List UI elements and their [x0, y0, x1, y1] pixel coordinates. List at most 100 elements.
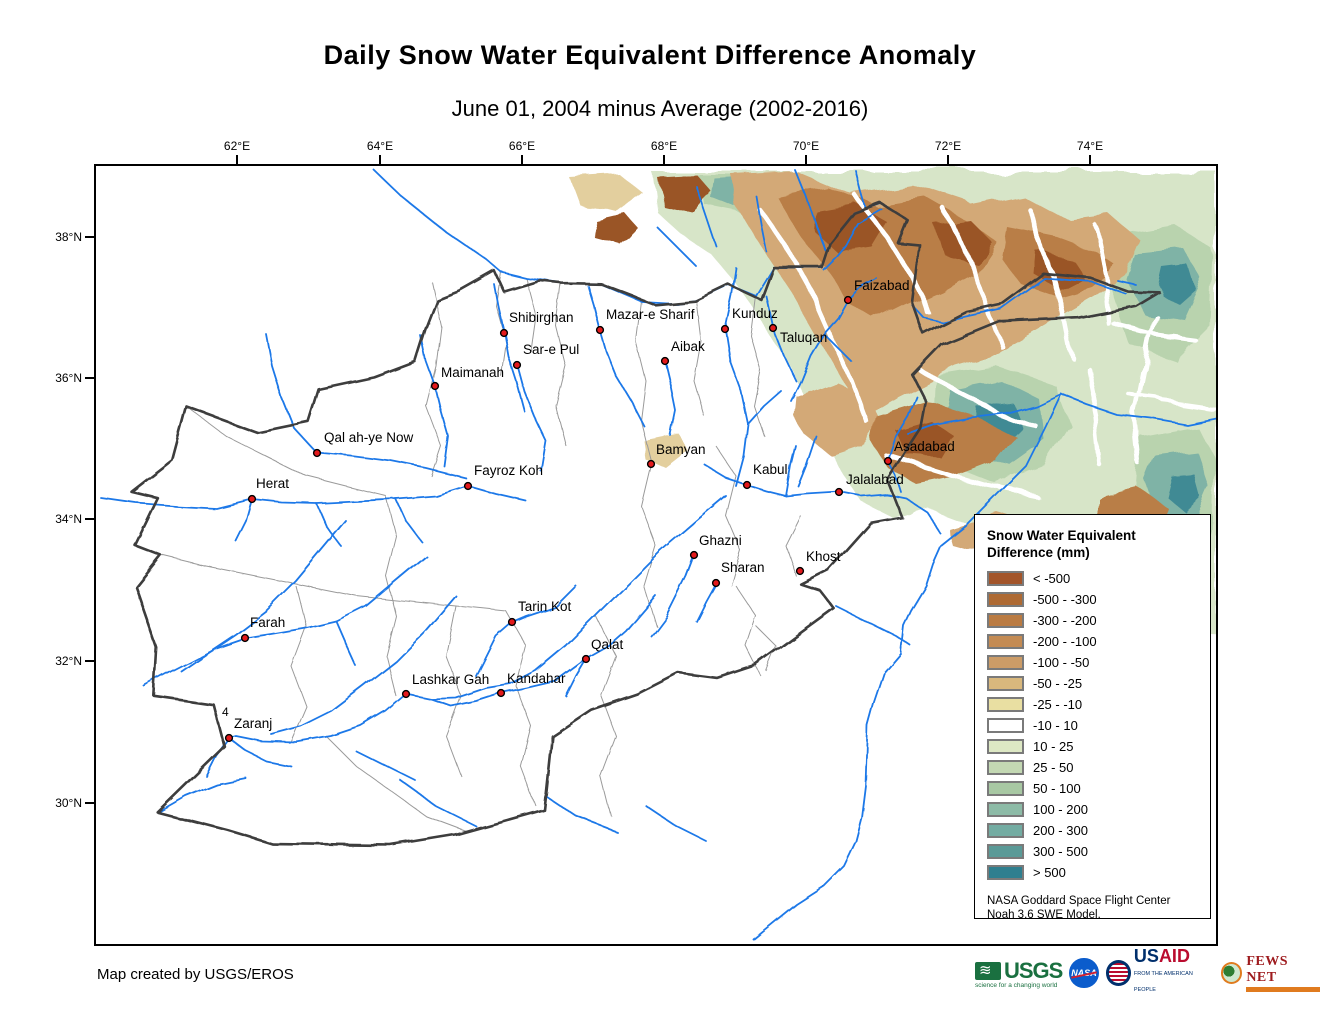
legend-row: 100 - 200	[987, 799, 1200, 820]
legend-label: 300 - 500	[1033, 844, 1088, 859]
legend-title: Snow Water Equivalent Difference (mm)	[987, 528, 1136, 560]
legend-label: 10 - 25	[1033, 739, 1074, 754]
lat-tick	[85, 377, 94, 379]
legend-label: -50 - -25	[1033, 676, 1083, 691]
city-label: Taluqan	[780, 330, 827, 345]
legend-entries: < -500 -500 - -300 -300 - -200 -200 - -100 -…	[987, 568, 1200, 883]
city-marker	[240, 633, 250, 643]
fews-bar	[1246, 987, 1320, 992]
lon-tick	[236, 155, 238, 164]
city-label: Bamyan	[656, 442, 706, 457]
city-marker	[496, 688, 506, 698]
usaid-tagline: FROM THE AMERICAN PEOPLE	[1133, 971, 1193, 993]
city-marker	[660, 356, 670, 366]
map-legend: Snow Water Equivalent Difference (mm) < …	[974, 514, 1211, 921]
city-label: Asadabad	[894, 439, 955, 454]
partner-logos: USGS science for a changing world NASA U…	[975, 947, 1320, 993]
legend-note: NASA Goddard Space Flight Center Noah 3.…	[987, 895, 1171, 921]
legend-swatch	[987, 802, 1024, 817]
city-marker	[711, 578, 721, 588]
lat-tick-label: 38°N	[55, 230, 82, 244]
legend-swatch	[987, 592, 1024, 607]
city-marker	[224, 733, 234, 743]
city-marker	[834, 487, 844, 497]
lon-tick	[805, 155, 807, 164]
legend-row: < -500	[987, 568, 1200, 589]
legend-label: -300 - -200	[1033, 613, 1097, 628]
lon-tick-label: 68°E	[650, 139, 678, 153]
legend-swatch	[987, 571, 1024, 586]
lat-tick-label: 34°N	[55, 512, 82, 526]
legend-swatch	[987, 718, 1024, 733]
city-marker	[401, 689, 411, 699]
city-label: Aibak	[671, 339, 705, 354]
city-marker	[595, 325, 605, 335]
city-label: Kabul	[753, 462, 788, 477]
usaid-logo: USAID FROM THE AMERICAN PEOPLE	[1105, 947, 1214, 998]
city-marker	[430, 381, 440, 391]
legend-row: -100 - -50	[987, 652, 1200, 673]
city-label: Lashkar Gah	[412, 672, 489, 687]
legend-label: -10 - 10	[1033, 718, 1078, 733]
usgs-wordmark: USGS	[1004, 957, 1063, 983]
legend-row: -50 - -25	[987, 673, 1200, 694]
usaid-seal-icon	[1105, 960, 1131, 986]
legend-label: -100 - -50	[1033, 655, 1090, 670]
usgs-wave-icon	[975, 961, 1001, 980]
fews-globe-icon	[1220, 962, 1243, 984]
legend-swatch	[987, 739, 1024, 754]
province-borders	[159, 271, 802, 832]
lon-tick-label: 66°E	[508, 139, 536, 153]
city-label: Zaranj	[234, 716, 272, 731]
city-marker	[646, 459, 656, 469]
lat-tick	[85, 660, 94, 662]
page-title: Daily Snow Water Equivalent Difference A…	[323, 40, 977, 70]
city-marker	[512, 360, 522, 370]
city-label: Tarin Kot	[518, 599, 572, 614]
city-marker	[843, 295, 853, 305]
legend-row: 300 - 500	[987, 841, 1200, 862]
legend-label: 200 - 300	[1033, 823, 1088, 838]
legend-label: -500 - -300	[1033, 592, 1097, 607]
legend-swatch	[987, 844, 1024, 859]
city-label: Jalalabad	[846, 472, 904, 487]
legend-swatch	[987, 676, 1024, 691]
lon-tick-label: 64°E	[366, 139, 394, 153]
lat-tick-label: 30°N	[55, 796, 82, 810]
page-subtitle: June 01, 2004 minus Average (2002-2016)	[451, 96, 869, 121]
lon-tick	[947, 155, 949, 164]
legend-row: -200 - -100	[987, 631, 1200, 652]
legend-label: < -500	[1033, 571, 1071, 586]
lat-tick	[85, 518, 94, 520]
legend-label: -25 - -10	[1033, 697, 1083, 712]
city-marker	[499, 328, 509, 338]
city-marker	[883, 456, 893, 466]
legend-label: > 500	[1033, 865, 1066, 880]
city-marker	[581, 654, 591, 664]
lon-tick	[521, 155, 523, 164]
city-label: Sar-e Pul	[523, 342, 579, 357]
legend-swatch	[987, 760, 1024, 775]
usgs-tagline: science for a changing world	[975, 981, 1058, 989]
fews-net-logo: FEWS NET	[1220, 954, 1320, 992]
city-label: Shibirghan	[509, 310, 574, 325]
city-marker	[463, 481, 473, 491]
city-marker	[768, 323, 778, 333]
legend-row: 25 - 50	[987, 757, 1200, 778]
city-marker	[507, 617, 517, 627]
lon-tick	[1089, 155, 1091, 164]
city-label: Fayroz Koh	[474, 463, 543, 478]
legend-row: > 500	[987, 862, 1200, 883]
lat-tick	[85, 236, 94, 238]
legend-swatch	[987, 823, 1024, 838]
lon-tick	[663, 155, 665, 164]
legend-row: 200 - 300	[987, 820, 1200, 841]
nasa-logo: NASA	[1069, 958, 1099, 988]
lon-tick	[379, 155, 381, 164]
city-label: Kunduz	[732, 306, 778, 321]
lon-tick-label: 62°E	[223, 139, 251, 153]
legend-swatch	[987, 655, 1024, 670]
legend-swatch	[987, 697, 1024, 712]
